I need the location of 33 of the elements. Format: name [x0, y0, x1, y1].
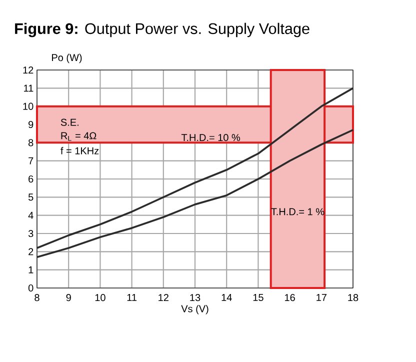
- x-tick-label: 9: [66, 294, 71, 302]
- y-tick-label: 6: [28, 175, 34, 183]
- x-tick-label: 17: [316, 294, 326, 301]
- x-tick-label: 15: [253, 294, 264, 302]
- x-tick-label: 18: [348, 294, 358, 302]
- y-tick-label: 12: [23, 66, 34, 74]
- y-tick-label: 9: [28, 120, 34, 128]
- annotation: f = 1KHz: [60, 147, 99, 154]
- x-axis-title: Vs (V): [181, 304, 208, 314]
- x-tick-label: 13: [190, 294, 200, 302]
- x-tick-label: 16: [284, 294, 295, 302]
- line-series: [36, 129, 354, 258]
- line-series: [36, 87, 354, 249]
- y-tick-label: 3: [28, 230, 34, 238]
- x-tick-label: 12: [158, 294, 168, 302]
- y-tick-label: 11: [24, 84, 34, 92]
- band-label: T.H.D.= 10 %: [181, 134, 240, 142]
- x-tick-label: 10: [95, 294, 106, 302]
- x-tick-label: 11: [127, 294, 137, 301]
- y-tick-label: 7: [28, 157, 34, 164]
- y-tick-label: 5: [28, 194, 34, 201]
- y-tick-label: 1: [28, 266, 34, 274]
- annotation: S.E.: [60, 118, 78, 126]
- y-tick-label: 10: [23, 102, 34, 110]
- y-tick-label: 8: [28, 139, 34, 146]
- y-tick-label: 2: [28, 248, 34, 256]
- x-tick-label: 14: [222, 294, 232, 301]
- x-tick-label: 8: [34, 294, 40, 302]
- annotation: R$_{L}$ = 4Ω: [61, 132, 96, 141]
- y-axis-title: Po (W): [52, 54, 82, 64]
- y-tick-label: 0: [28, 284, 34, 292]
- y-tick-label: 4: [28, 212, 34, 219]
- chart-title: Figure 9: Output Power vs. Supply Voltage: [15, 22, 310, 38]
